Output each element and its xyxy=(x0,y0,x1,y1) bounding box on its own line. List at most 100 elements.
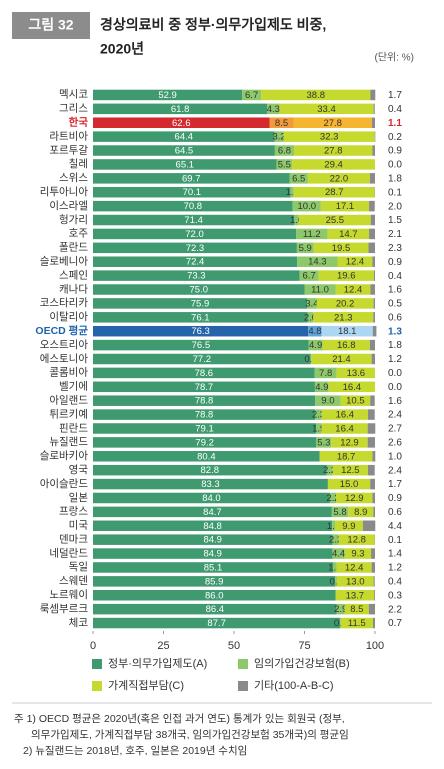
legend-marker xyxy=(238,659,248,669)
bar-segment xyxy=(336,562,372,573)
bar-segment xyxy=(370,478,375,490)
value-label: 12.5 xyxy=(341,465,360,476)
value-label: 2.3 xyxy=(312,410,325,421)
bar-segment xyxy=(327,478,371,490)
value-label: 75.0 xyxy=(190,285,209,296)
value-label: 6.8 xyxy=(278,146,291,157)
bar-segment xyxy=(93,464,327,476)
value-label: 75.9 xyxy=(191,298,210,309)
bar-segment xyxy=(294,145,373,156)
y-tick-label: OECD 평균 xyxy=(35,324,88,337)
bar-segment xyxy=(332,534,339,545)
value-label: 0.9 xyxy=(388,493,402,504)
legend-marker xyxy=(92,659,102,669)
y-tick-label: 라트비아 xyxy=(49,130,88,142)
value-label: 15.0 xyxy=(340,479,359,490)
value-label: 79.2 xyxy=(195,437,214,448)
bar-segment xyxy=(368,242,375,254)
value-label: 1.2 xyxy=(388,563,402,574)
bar-segment xyxy=(93,437,317,448)
value-label: 5.5 xyxy=(278,159,291,170)
value-label: 6.7 xyxy=(245,90,258,101)
bar-segment xyxy=(93,381,315,393)
bar-segment xyxy=(336,492,373,504)
bar-segment xyxy=(279,103,374,115)
value-label: 21.4 xyxy=(332,354,351,365)
bar-segment xyxy=(93,520,333,532)
bar-segment xyxy=(344,603,369,615)
value-label: 64.4 xyxy=(175,132,194,143)
bar-segment xyxy=(93,395,316,406)
bar-segment xyxy=(313,242,369,254)
value-label: 78.8 xyxy=(195,410,214,421)
value-label: 0.7 xyxy=(388,618,402,629)
y-tick-label: 영국 xyxy=(69,464,89,476)
value-label: 0.2 xyxy=(304,354,317,365)
bar-segment xyxy=(326,464,333,476)
x-tick-label: 75 xyxy=(298,640,310,652)
value-label: 76.3 xyxy=(191,326,210,337)
value-label: 7.8 xyxy=(319,368,332,379)
bar-segment xyxy=(369,200,375,212)
value-label: 1.2 xyxy=(388,354,402,365)
bar-segment xyxy=(93,423,317,434)
bar-segment xyxy=(242,89,262,101)
bar-segment xyxy=(93,298,308,309)
value-label: 27.8 xyxy=(323,118,342,129)
bar-segment xyxy=(374,590,375,601)
y-tick-label: 헝가리 xyxy=(59,214,88,226)
value-label: 0.6 xyxy=(329,576,342,587)
bar-segment xyxy=(335,284,371,295)
bar-segment xyxy=(292,159,375,170)
y-tick-label: 그리스 xyxy=(59,103,88,115)
bar-segment xyxy=(314,381,329,393)
bar-segment xyxy=(332,520,335,532)
value-label: 2.2 xyxy=(326,493,339,504)
value-label: 73.3 xyxy=(187,271,206,282)
value-label: 79.1 xyxy=(195,424,214,435)
value-label: 84.7 xyxy=(203,507,222,518)
y-tick-label: 멕시코 xyxy=(59,89,88,101)
value-label: 64.5 xyxy=(175,146,194,157)
bar-segment xyxy=(316,437,332,448)
bar-segment xyxy=(307,312,314,323)
value-label: 0.4 xyxy=(388,576,402,587)
bar-segment xyxy=(332,562,337,573)
bar-segment xyxy=(313,312,374,323)
x-tick-label: 0 xyxy=(90,640,96,652)
chart-title: 경상의료비 중 정부·의무가입제도 비중, xyxy=(100,17,326,33)
bar-segment xyxy=(373,298,375,309)
value-label: 2.0 xyxy=(388,201,402,212)
bar-segment xyxy=(315,409,322,420)
bar-segment xyxy=(93,339,309,351)
value-label: 1.3 xyxy=(388,326,402,337)
bar-segment xyxy=(307,173,370,184)
value-label: 2.2 xyxy=(329,535,342,546)
value-label: 69.7 xyxy=(182,173,201,184)
value-label: 18.7 xyxy=(337,451,356,462)
bar-segment xyxy=(308,325,322,337)
value-label: 38.8 xyxy=(307,90,326,101)
value-label: 17.1 xyxy=(336,201,355,212)
value-label: 0.0 xyxy=(388,382,402,393)
value-label: 25.5 xyxy=(326,215,345,226)
bar-segment xyxy=(293,186,375,198)
bar-segment xyxy=(362,520,376,532)
value-label: 0.1 xyxy=(334,618,347,629)
bar-segment xyxy=(374,131,376,142)
bar-segment xyxy=(369,339,375,351)
value-label: 0.4 xyxy=(388,104,402,115)
value-label: 2.7 xyxy=(388,424,402,435)
y-tick-label: 스페인 xyxy=(59,269,88,281)
legend-label: 기타(100-A-B-C) xyxy=(254,679,334,692)
value-label: 20.2 xyxy=(336,298,355,309)
badge: 그림 32 xyxy=(28,17,73,33)
bar-segment xyxy=(290,186,294,198)
bar-segment xyxy=(93,576,336,587)
y-tick-label: 슬로바키아 xyxy=(40,450,89,462)
bar-segment xyxy=(320,200,370,212)
value-label: 0.2 xyxy=(388,132,402,143)
value-label: 27.8 xyxy=(324,146,343,157)
value-label: 86.4 xyxy=(206,604,225,615)
bar-segment xyxy=(93,214,295,226)
